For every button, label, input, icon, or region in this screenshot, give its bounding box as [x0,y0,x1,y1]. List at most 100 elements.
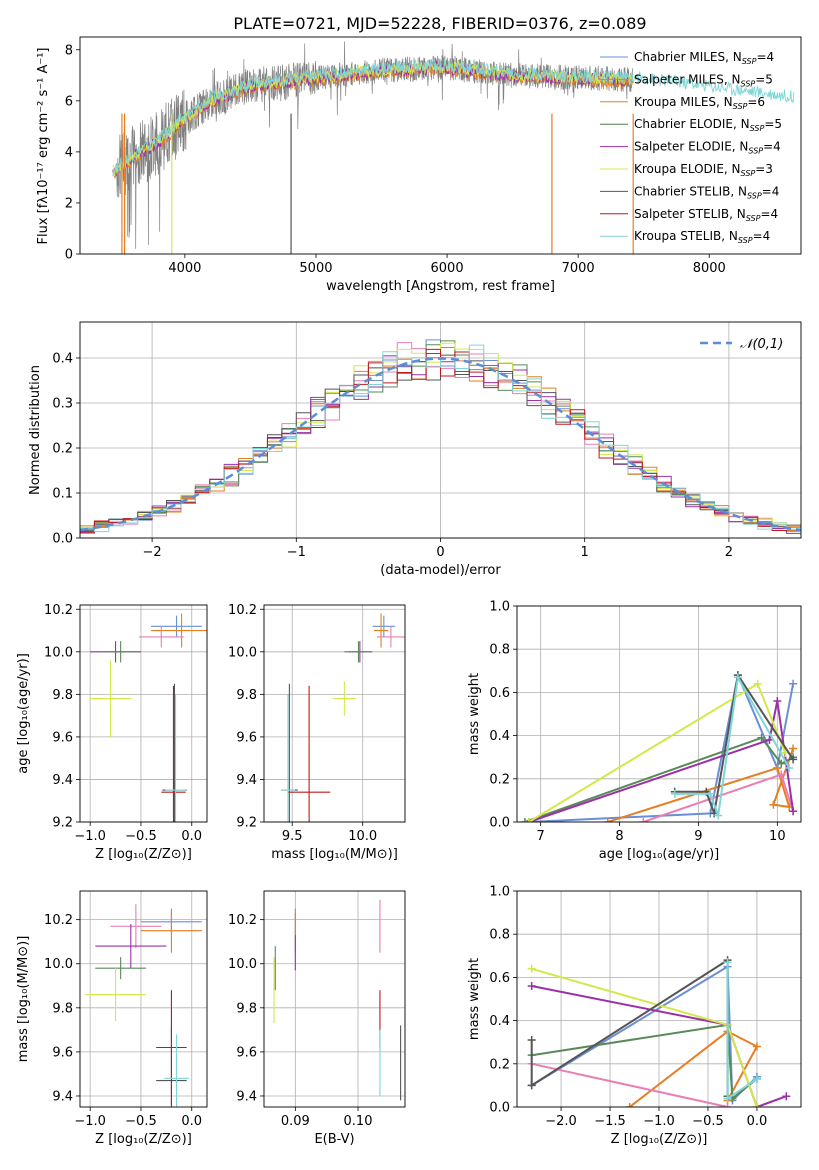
x-tick-label: −0.5 [692,1114,724,1129]
y-tick-label: 4 [65,145,73,160]
weight-marker [777,759,786,768]
x-tick-label: −1.0 [74,829,106,844]
y-axis-label: age [log₁₀(age/yr)] [16,653,31,774]
legend-text: Salpeter MILES, N [634,72,741,86]
legend-label: Chabrier STELIB, NSSP=4 [634,184,779,200]
legend-tail: =5 [764,117,782,131]
legend-subscript: SSP [738,236,753,245]
y-tick-label: 2 [65,196,73,211]
y-axis-label: Normed distribution [28,365,43,495]
weight-marker [773,764,782,772]
axes-frame [79,36,802,255]
axes-frame [263,890,406,1108]
x-tick-label: 0.0 [181,829,202,844]
legend-subscript: SSP [747,191,762,200]
y-tick-label: 9.6 [236,1045,257,1060]
weight-marker [752,1074,761,1083]
x-tick-label: −1.0 [643,1114,675,1129]
weight-marker [706,789,715,798]
y-tick-label: 0.6 [489,686,510,701]
legend-subscript: SSP [741,79,756,88]
x-tick-label: 4000 [168,261,201,276]
x-axis-label: Z [log₁₀(Z/Z⊙)] [95,1132,192,1147]
legend-subscript: SSP [746,214,761,223]
axes-frame [79,604,208,823]
x-tick-label: 0.0 [181,1114,202,1129]
y-tick-label: 0.4 [489,1014,510,1029]
weight-marker [757,733,766,742]
model-spectrum [112,59,795,177]
legend-text: Chabrier STELIB, N [634,184,747,198]
x-tick-label: 8000 [693,261,726,276]
y-tick-label: 0.8 [489,928,510,943]
y-tick-label: 0.0 [489,816,510,831]
panel-mass_vs_Z: −1.0 −0.5 0.0 9.4 9.6 9.8 10.0 10.2 Z [log₁₀(Z/Z… [16,890,208,1147]
x-tick-label: −0.5 [125,1114,157,1129]
x-tick-label: 0.0 [747,1114,768,1129]
panel-mass_vs_ebv: 0.09 0.10 9.4 9.6 9.8 10.0 10.2 E(B-V) [228,890,406,1147]
y-tick-label: 9.4 [236,1089,257,1104]
weight-marker [527,964,536,973]
plot-area [112,41,795,254]
y-tick-label: 0 [65,248,73,263]
y-tick-label: 10.2 [228,603,257,618]
legend-text: Kroupa STELIB, N [634,229,738,243]
y-tick-label: 0.1 [52,487,73,502]
axes-frame [516,605,802,823]
y-axis-label: mass weight [467,958,482,1040]
plot-area [280,613,405,822]
x-tick-label: 0.10 [344,1114,373,1129]
x-axis-label: mass [log₁₀(M/M⊙)] [271,847,398,862]
weight-marker [527,1036,536,1045]
weight-marker [789,744,798,753]
y-tick-label: 9.6 [52,1045,73,1060]
panel-weight_vs_Z: −2.0 −1.5 −1.0 −0.5 0.0 0.0 0.2 0.4 0.6 0.8 1.0 Z [… [467,885,802,1147]
plot-area [520,671,798,822]
weight-marker [527,982,536,991]
legend-subscript: SSP [748,147,763,156]
y-tick-label: 10.2 [228,913,257,928]
legend-subscript: SSP [742,57,757,66]
y-tick-label: 9.6 [236,730,257,745]
x-tick-label: −2.0 [545,1114,577,1129]
y-tick-label: 9.8 [236,688,257,703]
legend-tail: =4 [753,229,771,243]
weight-marker [752,1042,761,1051]
legend-tail: =5 [755,72,773,86]
x-tick-label: −1.5 [594,1114,626,1129]
weight-marker [769,800,778,809]
legend-tail: =4 [760,207,778,221]
legend-subscript: SSP [733,102,748,111]
weight-marker [723,1103,732,1107]
plot-area [85,904,202,1107]
x-tick-label: 1 [581,545,589,560]
x-tick-label: 10.0 [348,829,377,844]
weight-marker [789,755,798,764]
weight-marker [752,1103,761,1107]
y-tick-label: 1.0 [489,885,510,900]
figure-title: PLATE=0721, MJD=52228, FIBERID=0376, z=0… [233,14,646,33]
y-tick-label: 0.4 [52,352,73,367]
weight-marker [714,811,723,820]
x-tick-label: 9 [694,829,702,844]
x-tick-label: 10 [769,829,786,844]
y-tick-label: 0.2 [489,1057,510,1072]
x-axis-label: (data-model)/error [380,563,501,578]
plot-area [90,613,207,822]
y-tick-label: 0.3 [52,397,73,412]
x-axis-label: Z [log₁₀(Z/Z⊙)] [611,1132,708,1147]
x-tick-label: 7000 [562,261,595,276]
y-tick-label: 10.2 [44,603,73,618]
x-tick-label: 5000 [299,261,332,276]
plot-area [527,956,791,1107]
y-tick-label: 9.8 [52,1001,73,1016]
x-tick-label: 6000 [431,261,464,276]
y-tick-label: 8 [65,43,73,58]
legend-label: Chabrier ELODIE, NSSP=5 [634,117,782,133]
y-tick-label: 10.0 [44,645,73,660]
weight-line [531,1062,728,1107]
weight-marker [773,697,782,706]
weight-line [674,674,791,816]
legend-label: Chabrier MILES, NSSP=4 [634,50,774,66]
